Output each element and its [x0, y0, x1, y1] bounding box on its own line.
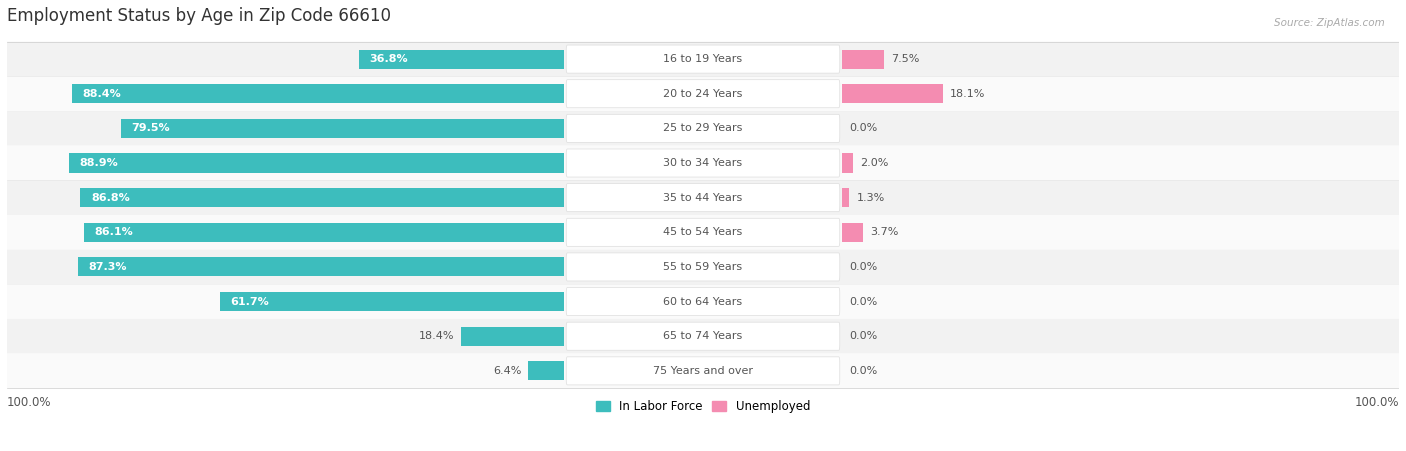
FancyBboxPatch shape: [7, 249, 1399, 284]
Text: 88.4%: 88.4%: [82, 89, 121, 99]
Text: 3.7%: 3.7%: [870, 227, 898, 237]
FancyBboxPatch shape: [7, 215, 1399, 249]
FancyBboxPatch shape: [567, 218, 839, 246]
Bar: [121, 119, 564, 138]
Text: 61.7%: 61.7%: [231, 297, 270, 307]
Text: 86.8%: 86.8%: [91, 193, 129, 202]
FancyBboxPatch shape: [7, 180, 1399, 215]
FancyBboxPatch shape: [567, 184, 839, 212]
FancyBboxPatch shape: [7, 354, 1399, 388]
Bar: [69, 153, 564, 173]
Text: 65 to 74 Years: 65 to 74 Years: [664, 331, 742, 341]
Text: Employment Status by Age in Zip Code 66610: Employment Status by Age in Zip Code 666…: [7, 7, 391, 25]
Legend: In Labor Force, Unemployed: In Labor Force, Unemployed: [591, 396, 815, 418]
Bar: [461, 327, 564, 346]
FancyBboxPatch shape: [7, 76, 1399, 111]
Text: 79.5%: 79.5%: [132, 124, 170, 133]
FancyBboxPatch shape: [567, 322, 839, 350]
Bar: [842, 50, 884, 69]
FancyBboxPatch shape: [567, 288, 839, 316]
Text: 0.0%: 0.0%: [849, 262, 877, 272]
Text: 100.0%: 100.0%: [1354, 396, 1399, 409]
Bar: [842, 223, 863, 242]
Text: 7.5%: 7.5%: [891, 54, 920, 64]
Bar: [221, 292, 564, 311]
FancyBboxPatch shape: [7, 284, 1399, 319]
Bar: [77, 258, 564, 276]
Text: 0.0%: 0.0%: [849, 297, 877, 307]
FancyBboxPatch shape: [7, 319, 1399, 354]
Text: 25 to 29 Years: 25 to 29 Years: [664, 124, 742, 133]
Text: Source: ZipAtlas.com: Source: ZipAtlas.com: [1274, 18, 1385, 28]
Bar: [842, 188, 849, 207]
FancyBboxPatch shape: [7, 42, 1399, 76]
Text: 86.1%: 86.1%: [94, 227, 134, 237]
FancyBboxPatch shape: [567, 149, 839, 177]
Text: 30 to 34 Years: 30 to 34 Years: [664, 158, 742, 168]
Text: 0.0%: 0.0%: [849, 124, 877, 133]
Text: 2.0%: 2.0%: [860, 158, 889, 168]
Text: 36.8%: 36.8%: [370, 54, 408, 64]
FancyBboxPatch shape: [567, 357, 839, 385]
Text: 18.1%: 18.1%: [950, 89, 986, 99]
Text: 1.3%: 1.3%: [856, 193, 884, 202]
FancyBboxPatch shape: [567, 80, 839, 108]
Text: 35 to 44 Years: 35 to 44 Years: [664, 193, 742, 202]
Text: 75 Years and over: 75 Years and over: [652, 366, 754, 376]
Bar: [842, 153, 853, 173]
Text: 60 to 64 Years: 60 to 64 Years: [664, 297, 742, 307]
FancyBboxPatch shape: [7, 146, 1399, 180]
Text: 45 to 54 Years: 45 to 54 Years: [664, 227, 742, 237]
FancyBboxPatch shape: [567, 115, 839, 143]
FancyBboxPatch shape: [567, 45, 839, 73]
Text: 100.0%: 100.0%: [7, 396, 52, 409]
Text: 20 to 24 Years: 20 to 24 Years: [664, 89, 742, 99]
FancyBboxPatch shape: [567, 253, 839, 281]
Bar: [72, 84, 564, 103]
Text: 6.4%: 6.4%: [494, 366, 522, 376]
Bar: [529, 361, 564, 380]
Text: 88.9%: 88.9%: [79, 158, 118, 168]
Bar: [842, 84, 943, 103]
Bar: [80, 188, 564, 207]
Bar: [84, 223, 564, 242]
Text: 87.3%: 87.3%: [89, 262, 127, 272]
FancyBboxPatch shape: [7, 111, 1399, 146]
Text: 0.0%: 0.0%: [849, 366, 877, 376]
Text: 55 to 59 Years: 55 to 59 Years: [664, 262, 742, 272]
Text: 0.0%: 0.0%: [849, 331, 877, 341]
Text: 16 to 19 Years: 16 to 19 Years: [664, 54, 742, 64]
Text: 18.4%: 18.4%: [419, 331, 454, 341]
Bar: [359, 50, 564, 69]
